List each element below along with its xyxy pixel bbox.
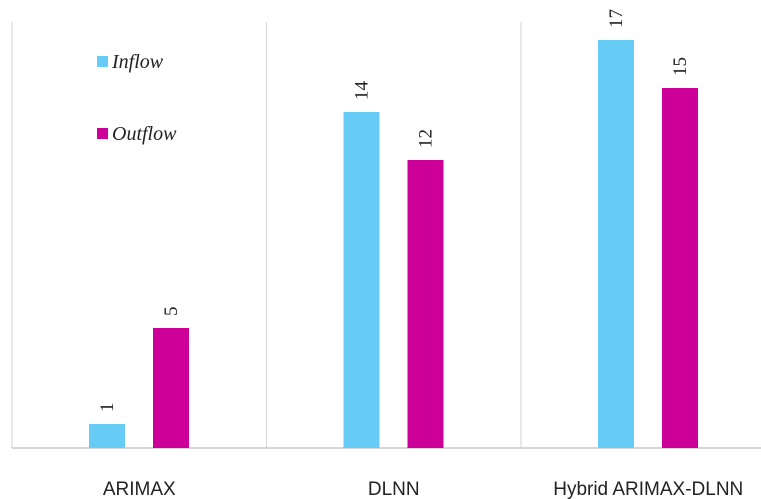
legend-swatch-outflow [97, 128, 108, 139]
data-label-outflow-1: 12 [416, 129, 437, 148]
bar-inflow-2 [598, 40, 634, 448]
bar-outflow-1 [407, 160, 444, 448]
legend-label-inflow: Inflow [111, 51, 164, 73]
category-labels-group: ARIMAX DLNN Hybrid ARIMAX-DLNN [103, 479, 743, 499]
legend-label-outflow: Outflow [112, 123, 177, 145]
category-label-2: Hybrid ARIMAX-DLNN [553, 479, 743, 499]
data-label-inflow-0: 1 [97, 403, 118, 413]
category-label-1: DLNN [368, 479, 420, 499]
category-gridlines [11, 22, 522, 448]
legend: Inflow Outflow [97, 51, 177, 145]
bar-inflow-1 [343, 112, 380, 448]
data-label-inflow-2: 17 [606, 9, 627, 28]
legend-swatch-inflow [97, 56, 108, 67]
bar-outflow-0 [153, 328, 189, 448]
category-label-0: ARIMAX [103, 479, 176, 499]
data-label-outflow-2: 15 [670, 57, 691, 76]
bar-outflow-2 [662, 88, 698, 448]
bar-inflow-0 [89, 424, 125, 448]
data-label-inflow-1: 14 [352, 81, 373, 101]
data-label-outflow-0: 5 [161, 307, 182, 317]
bars-group [89, 40, 698, 448]
